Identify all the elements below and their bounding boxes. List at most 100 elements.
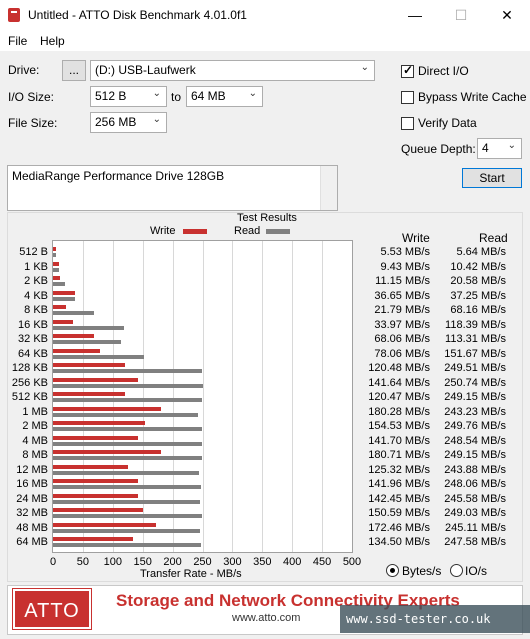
write-bar <box>53 261 59 266</box>
write-bar <box>53 522 157 527</box>
write-bar <box>53 305 67 309</box>
direct-io-checkbox[interactable] <box>401 63 414 78</box>
write-bar <box>53 508 144 512</box>
chevron-down-icon: ⌄ <box>507 140 516 151</box>
y-tick-label: 8 KB <box>24 304 48 316</box>
watermark: www.ssd-tester.co.uk <box>340 605 530 633</box>
write-value-label: 180.28 MB/s <box>368 405 430 418</box>
app-icon <box>8 8 20 22</box>
close-button[interactable]: ✕ <box>501 7 513 23</box>
x-tick-label: 250 <box>193 556 212 568</box>
banner-website: www.atto.com <box>232 612 301 624</box>
x-tick-label: 300 <box>223 556 242 568</box>
legend-write-swatch <box>183 229 207 234</box>
read-value-label: 243.88 MB/s <box>444 463 506 476</box>
description-textarea[interactable]: MediaRange Performance Drive 128GB <box>7 165 338 211</box>
write-value-label: 141.96 MB/s <box>368 478 430 490</box>
read-bar <box>53 311 94 315</box>
write-bar <box>53 392 126 396</box>
bytes-radio-label[interactable]: Bytes/s <box>402 564 442 578</box>
title-bar <box>0 0 530 31</box>
bytes-radio[interactable] <box>386 564 399 577</box>
read-bar <box>53 499 200 504</box>
x-tick-label: 150 <box>133 556 152 568</box>
gridline <box>112 241 114 552</box>
chevron-down-icon: ⌄ <box>152 114 161 125</box>
read-bar <box>53 528 200 533</box>
write-value-label: 142.45 MB/s <box>368 492 430 505</box>
io-radio[interactable] <box>450 564 463 577</box>
y-tick-label: 1 KB <box>24 260 48 273</box>
write-bar <box>53 450 162 454</box>
file-size-select[interactable]: 256 MB ⌄ <box>90 112 167 133</box>
gridline <box>202 241 204 552</box>
write-value-label: 120.47 MB/s <box>368 391 430 403</box>
chevron-down-icon: ⌄ <box>152 88 161 99</box>
bypass-write-cache-checkbox[interactable] <box>401 91 414 104</box>
read-bar <box>53 253 57 257</box>
io-size-from-select[interactable]: 512 B ⌄ <box>90 86 167 107</box>
io-size-from-value: 512 B <box>95 89 127 103</box>
write-bar <box>53 421 146 425</box>
start-button[interactable]: Start <box>462 168 522 188</box>
y-tick-label: 12 MB <box>16 463 48 476</box>
write-value-label: 141.70 MB/s <box>368 434 430 447</box>
direct-io-label[interactable]: Direct I/O <box>418 64 469 78</box>
write-bar <box>53 406 161 411</box>
y-tick-label: 1 MB <box>22 405 48 418</box>
results-title: Test Results <box>237 212 297 224</box>
io-radio-label[interactable]: IO/s <box>465 564 488 578</box>
read-value-label: 5.64 MB/s <box>456 246 506 258</box>
x-tick-label: 0 <box>49 556 57 568</box>
read-bar <box>53 267 60 272</box>
write-bar <box>53 479 138 483</box>
y-tick-label: 64 KB <box>18 347 48 360</box>
drive-label: Drive: <box>8 63 40 77</box>
menu-file[interactable]: File <box>8 34 28 48</box>
read-value-label: 250.74 MB/s <box>444 376 506 389</box>
y-tick-label: 4 KB <box>24 289 48 302</box>
write-bar <box>53 290 75 295</box>
x-tick-label: 100 <box>103 556 122 568</box>
read-value-label: 118.39 MB/s <box>445 318 506 331</box>
queue-depth-select[interactable]: 4 ⌄ <box>477 138 522 159</box>
minimize-button[interactable]: — <box>408 7 422 23</box>
read-bar <box>53 412 199 417</box>
bypass-write-cache-label[interactable]: Bypass Write Cache <box>418 90 527 104</box>
read-bar <box>53 383 203 388</box>
read-bar <box>53 427 203 431</box>
maximize-button[interactable]: ☐ <box>454 7 468 23</box>
legend-read-swatch <box>266 229 290 234</box>
read-bar <box>53 470 199 475</box>
read-value-label: 245.11 MB/s <box>445 521 506 534</box>
write-bar <box>53 493 139 498</box>
write-bar <box>53 537 134 541</box>
write-value-label: 134.50 MB/s <box>368 536 430 548</box>
read-value-label: 20.58 MB/s <box>450 275 506 287</box>
y-tick-label: 48 MB <box>16 521 48 534</box>
gridline <box>292 241 294 552</box>
menu-help[interactable]: Help <box>40 34 65 48</box>
write-value-label: 154.53 MB/s <box>368 420 430 432</box>
verify-data-label[interactable]: Verify Data <box>418 116 477 130</box>
write-value-label: 141.64 MB/s <box>368 376 430 389</box>
browse-button[interactable]: ... <box>62 60 86 81</box>
chevron-down-icon: ⌄ <box>248 88 257 99</box>
read-value-label: 249.03 MB/s <box>444 507 506 519</box>
io-size-to-select[interactable]: 64 MB ⌄ <box>186 86 263 107</box>
drive-select[interactable]: (D:) USB-Laufwerk ⌄ <box>90 60 375 81</box>
write-bar <box>53 348 100 353</box>
write-value-label: 5.53 MB/s <box>380 246 430 258</box>
write-bar <box>53 363 126 367</box>
write-value-label: 125.32 MB/s <box>368 463 430 476</box>
read-bar <box>53 354 144 359</box>
read-bar <box>53 398 202 402</box>
verify-data-checkbox[interactable] <box>401 117 414 130</box>
write-bar <box>53 435 138 440</box>
read-bar <box>53 296 76 301</box>
write-value-label: 36.65 MB/s <box>374 289 430 302</box>
write-value-label: 172.46 MB/s <box>368 521 430 534</box>
x-axis-label: Transfer Rate - MB/s <box>140 568 242 580</box>
description-scrollbar[interactable] <box>320 166 337 210</box>
